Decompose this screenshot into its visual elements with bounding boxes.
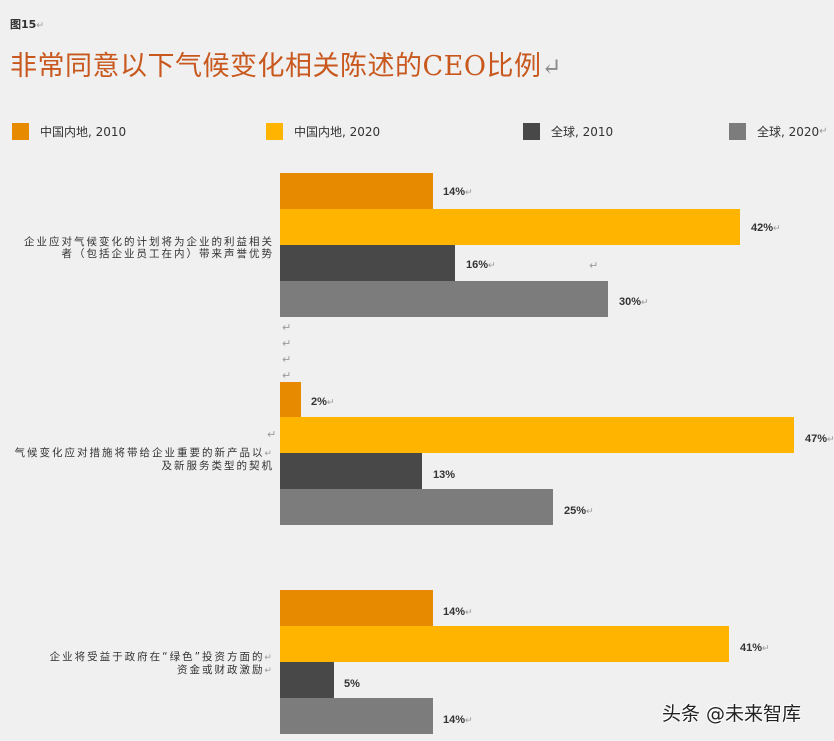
value-label: 41%↵ [740, 642, 770, 654]
watermark: 头条 @未来智库 [662, 703, 802, 725]
legend-item-global-2020: 全球, 2020 ↵ [729, 122, 828, 140]
paragraph-mark: ↵ [267, 428, 277, 441]
value-label: 14%↵ [443, 606, 473, 618]
category-label-1: 企业应对气候变化的计划将为企业的利益相关 者（包括企业员工在内）带来声誉优势 [24, 236, 274, 260]
legend-item-global-2010: 全球, 2010 [523, 122, 613, 140]
paragraph-mark: ↵ [589, 259, 599, 272]
legend-swatch [12, 122, 29, 140]
value-label: 16%↵ [466, 259, 496, 271]
category-label-line: 者（包括企业员工在内）带来声誉优势 [61, 248, 274, 260]
value-label: 25%↵ [564, 505, 594, 517]
legend-item-cn-2020: 中国内地, 2020 [266, 122, 380, 140]
paragraph-mark: ↵ [36, 20, 45, 31]
legend-item-cn-2010: 中国内地, 2010 [12, 122, 126, 140]
paragraph-mark: ↵ [282, 369, 292, 382]
bar-cat2-cn-2010 [280, 382, 301, 418]
bar-cat1-cn-2020 [280, 209, 740, 245]
legend-swatch [729, 122, 746, 140]
value-label: 30%↵ [619, 296, 649, 308]
bar-cat1-cn-2010 [280, 173, 433, 209]
legend-swatch [266, 122, 283, 140]
paragraph-mark: ↵ [282, 353, 292, 366]
value-label: 42%↵ [751, 222, 781, 234]
chart-title: 非常同意以下气候变化相关陈述的CEO比例↵ [10, 51, 563, 82]
category-label-line: 气候变化应对措施将带给企业重要的新产品以↵ [14, 447, 274, 459]
paragraph-mark: ↵ [819, 125, 828, 137]
category-label-line: 企业应对气候变化的计划将为企业的利益相关 [24, 236, 274, 248]
bar-cat1-global-2020 [280, 281, 608, 317]
value-label: 14%↵ [443, 186, 473, 198]
bar-cat3-cn-2020 [280, 626, 729, 662]
category-label-3: 企业将受益于政府在“绿色”投资方面的↵ 资金或财政激励↵ [50, 651, 274, 677]
bar-cat3-cn-2010 [280, 590, 433, 626]
value-label: 5% [344, 678, 360, 690]
value-label: 13% [433, 469, 456, 481]
bar-cat2-global-2020 [280, 489, 553, 525]
category-label-line: 企业将受益于政府在“绿色”投资方面的↵ [49, 651, 274, 663]
category-label-line: 资金或财政激励↵ [177, 664, 274, 676]
value-label: 2%↵ [311, 396, 335, 408]
paragraph-mark: ↵ [282, 321, 292, 334]
paragraph-mark: ↵ [541, 53, 563, 81]
bar-cat2-global-2010 [280, 453, 422, 489]
bar-cat2-cn-2020 [280, 417, 794, 453]
value-label: 47%↵ [805, 433, 834, 445]
bar-cat3-global-2010 [280, 662, 334, 698]
category-label-2: 气候变化应对措施将带给企业重要的新产品以↵ 及新服务类型的契机 [15, 447, 274, 472]
paragraph-mark: ↵ [282, 337, 292, 350]
legend-swatch [523, 122, 540, 140]
figure-label: 图15↵ [10, 18, 45, 31]
bar-cat3-global-2020 [280, 698, 433, 734]
value-label: 14%↵ [443, 714, 473, 726]
category-label-line: 及新服务类型的契机 [161, 460, 274, 472]
bar-cat1-global-2010 [280, 245, 455, 281]
